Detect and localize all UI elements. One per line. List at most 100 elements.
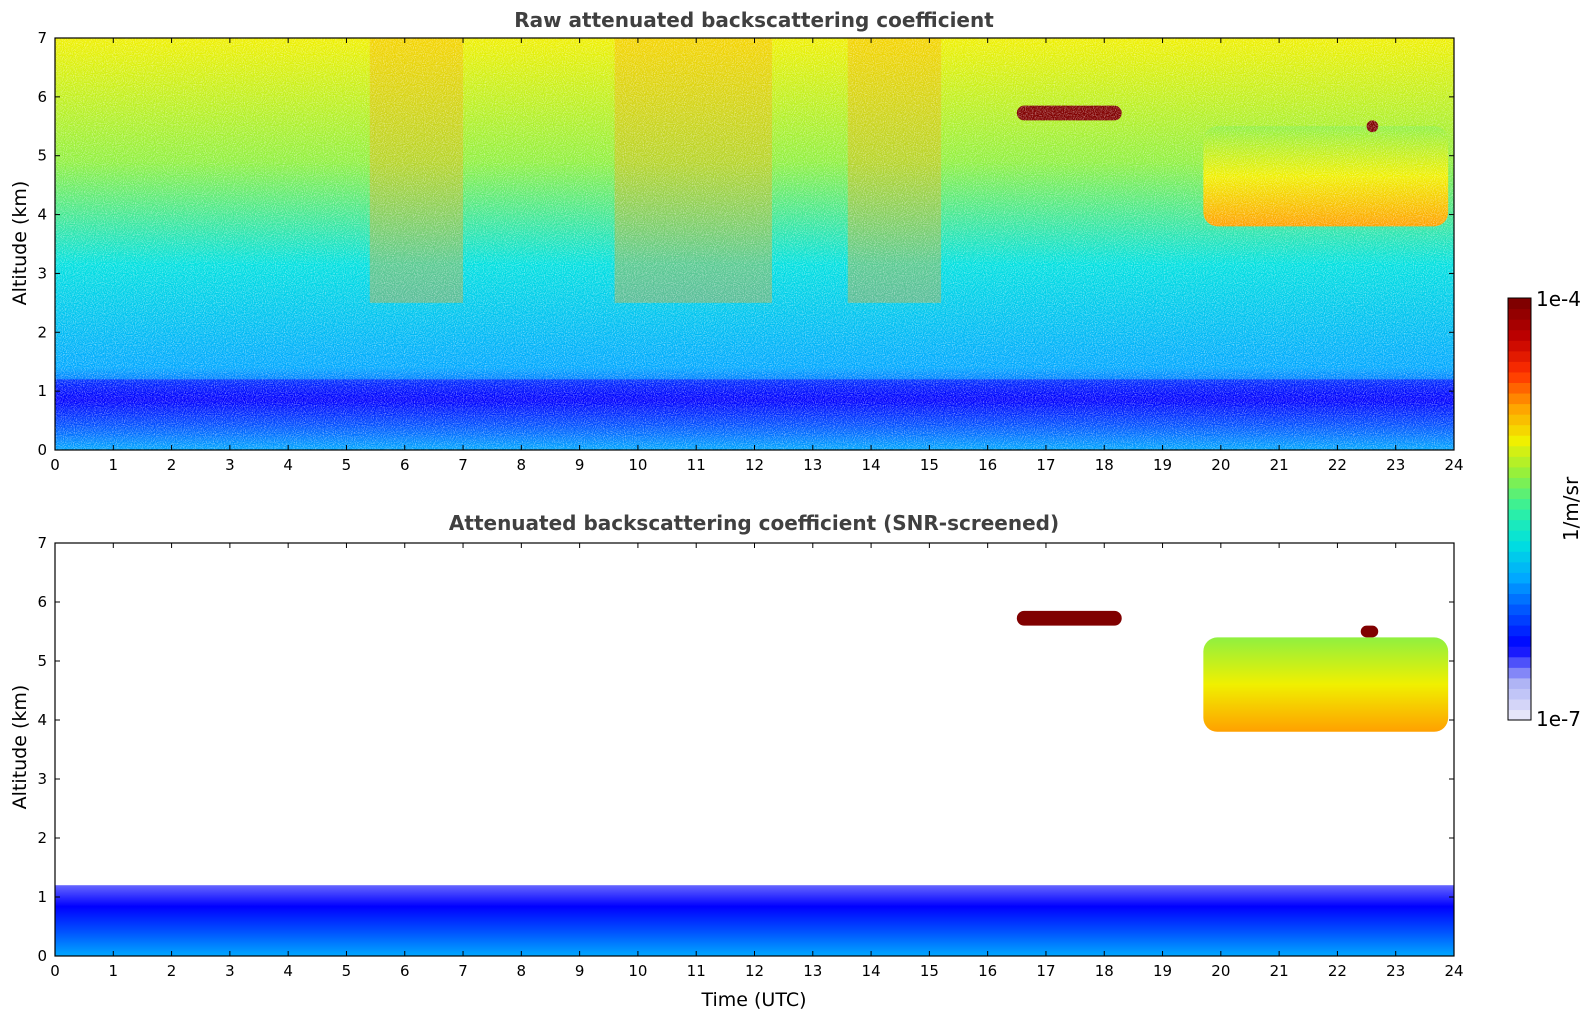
tick-labels: 0 1 2 3 4 5 6 7 8 9 10 11 12 13 14 15 16 17 18 19 20 21 22 23 24… (37, 534, 1463, 980)
x-tick-label: 22 (1328, 962, 1347, 980)
panel-snr-screened: Attenuated backscattering coefficient (S… (9, 511, 1464, 1011)
colorbar-step (1508, 656, 1531, 668)
colorbar-step (1508, 509, 1531, 521)
colorbar-step (1508, 350, 1531, 362)
x-tick-label: 4 (283, 456, 293, 474)
speckle-noise (55, 38, 1454, 450)
y-tick-label: 3 (37, 770, 47, 788)
x-tick-label: 9 (575, 962, 585, 980)
colorbar-step (1508, 414, 1531, 426)
x-axis-label: Time (UTC) (700, 989, 806, 1011)
y-tick-label: 5 (37, 652, 47, 670)
colorbar-step (1508, 551, 1531, 563)
y-tick-label: 1 (37, 382, 47, 400)
y-tick-label: 0 (37, 441, 47, 459)
colorbar-step (1508, 614, 1531, 626)
colorbar-step (1508, 709, 1531, 721)
y-tick-label: 6 (37, 593, 47, 611)
colorbar-frame (1507, 297, 1532, 721)
heatmap-cells (55, 610, 1454, 956)
y-tick-label: 7 (37, 534, 47, 552)
x-tick-label: 3 (225, 962, 235, 980)
x-tick-label: 20 (1211, 456, 1230, 474)
x-tick-label: 13 (803, 456, 822, 474)
cloud-layer (1360, 625, 1379, 638)
y-tick-label: 0 (37, 947, 47, 965)
x-tick-label: 23 (1386, 456, 1405, 474)
y-tick-label: 4 (37, 711, 47, 729)
colorbar-step (1508, 435, 1531, 447)
colorbar-step (1508, 403, 1531, 415)
x-tick-label: 14 (862, 962, 881, 980)
x-tick-label: 0 (50, 456, 60, 474)
x-tick-label: 6 (400, 962, 410, 980)
colorbar-step (1508, 329, 1531, 341)
x-tick-label: 24 (1444, 962, 1463, 980)
y-tick-label: 6 (37, 88, 47, 106)
colorbar-step (1508, 498, 1531, 510)
x-tick-label: 18 (1095, 456, 1114, 474)
x-tick-label: 21 (1270, 456, 1289, 474)
y-tick-label: 5 (37, 147, 47, 165)
colorbar-step (1508, 371, 1531, 383)
y-tick-label: 2 (37, 829, 47, 847)
colorbar-step (1508, 572, 1531, 584)
colorbar-max-label: 1e-4 (1536, 287, 1581, 311)
colorbar-step (1508, 593, 1531, 605)
x-tick-label: 13 (803, 962, 822, 980)
x-tick-label: 12 (745, 962, 764, 980)
y-tick-label: 2 (37, 323, 47, 341)
y-axis-label: Altitude (km) (9, 181, 31, 306)
x-tick-label: 9 (575, 456, 585, 474)
colorbar-step (1508, 677, 1531, 689)
colorbar-step (1508, 424, 1531, 436)
heatmap-cells (55, 38, 1454, 450)
cloud-layer (1203, 637, 1449, 732)
colorbar-step (1508, 519, 1531, 531)
colorbar-step (1508, 319, 1531, 331)
colorbar-step (1508, 308, 1531, 320)
x-tick-label: 19 (1153, 962, 1172, 980)
plot-area (54, 542, 1455, 957)
x-tick-label: 6 (400, 456, 410, 474)
x-tick-label: 17 (1036, 456, 1055, 474)
x-tick-label: 2 (167, 962, 177, 980)
colorbar-step (1508, 340, 1531, 352)
colorbar-step (1508, 361, 1531, 373)
colorbar-gradient (1508, 298, 1531, 721)
chart-title: Attenuated backscattering coefficient (S… (449, 511, 1059, 535)
chart-title: Raw attenuated backscattering coefficien… (514, 8, 994, 32)
x-tick-label: 8 (517, 456, 527, 474)
x-tick-label: 7 (458, 456, 468, 474)
colorbar-step (1508, 466, 1531, 478)
boundary-layer (55, 885, 1454, 956)
colorbar-step (1508, 603, 1531, 616)
colorbar-step (1508, 561, 1531, 573)
colorbar-step (1508, 477, 1531, 489)
x-tick-label: 11 (687, 456, 706, 474)
x-tick-label: 14 (862, 456, 881, 474)
x-tick-label: 23 (1386, 962, 1405, 980)
colorbar-step (1508, 392, 1531, 405)
x-tick-label: 8 (517, 962, 527, 980)
colorbar-step (1508, 625, 1531, 637)
colorbar-unit-label: 1/m/sr (1559, 476, 1583, 541)
x-tick-label: 3 (225, 456, 235, 474)
plot-area (54, 37, 1455, 451)
x-tick-label: 5 (342, 456, 352, 474)
x-tick-label: 24 (1444, 456, 1463, 474)
colorbar-step (1508, 688, 1531, 700)
y-axis-label: Altitude (km) (9, 685, 31, 810)
x-tick-label: 2 (167, 456, 177, 474)
cloud-layer (1016, 610, 1122, 626)
x-tick-label: 1 (109, 962, 119, 980)
x-tick-label: 16 (978, 456, 997, 474)
x-tick-label: 12 (745, 456, 764, 474)
x-tick-label: 19 (1153, 456, 1172, 474)
x-tick-label: 10 (628, 456, 647, 474)
colorbar-min-label: 1e-7 (1536, 707, 1581, 731)
x-tick-label: 18 (1095, 962, 1114, 980)
x-tick-label: 7 (458, 962, 468, 980)
colorbar-step (1508, 698, 1531, 711)
